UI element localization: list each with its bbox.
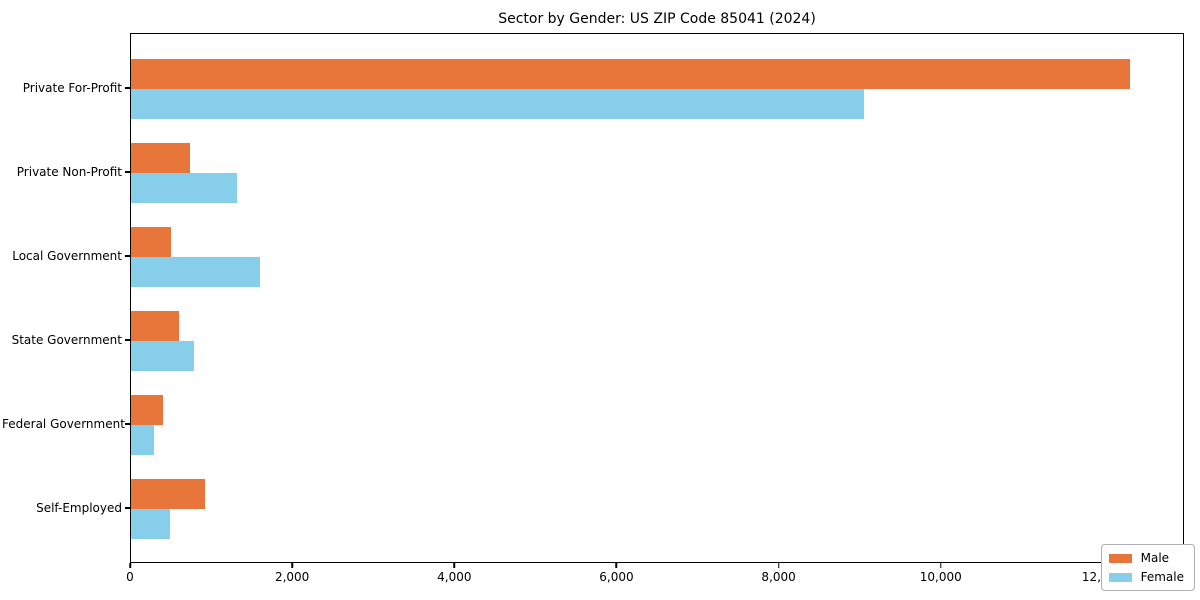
y-tick-mark — [125, 339, 130, 341]
x-tick-label: 6,000 — [599, 570, 634, 584]
legend-swatch-female — [1108, 572, 1132, 582]
bar-male-3 — [131, 311, 179, 341]
legend-item-male: Male — [1108, 551, 1184, 565]
x-tick-mark — [291, 563, 293, 568]
x-tick-label: 4,000 — [437, 570, 472, 584]
bar-male-0 — [131, 59, 1131, 89]
legend: Male Female — [1100, 544, 1195, 591]
bar-male-4 — [131, 395, 163, 425]
y-tick-label: Federal Government — [2, 417, 125, 431]
x-tick-mark — [453, 563, 456, 568]
y-tick-label: Private Non-Profit — [16, 165, 122, 179]
legend-label-male: Male — [1140, 551, 1170, 565]
bar-male-5 — [131, 479, 205, 509]
x-tick-mark — [129, 563, 131, 568]
y-tick-label: Local Government — [12, 249, 122, 263]
bar-male-1 — [131, 143, 191, 173]
y-tick-label: State Government — [11, 333, 122, 347]
y-tick-label: Self-Employed — [36, 501, 122, 515]
plot-area — [130, 33, 1184, 563]
bar-female-0 — [131, 89, 865, 119]
bar-female-4 — [131, 425, 155, 455]
y-tick-mark — [125, 171, 130, 173]
x-tick-label: 10,000 — [919, 570, 962, 584]
bar-female-1 — [131, 173, 237, 203]
x-tick-label: 0 — [126, 570, 134, 584]
y-tick-mark — [125, 87, 130, 89]
x-tick-mark — [615, 563, 618, 568]
bar-male-2 — [131, 227, 171, 257]
x-tick-label: 8,000 — [761, 570, 796, 584]
y-tick-mark — [125, 507, 130, 509]
legend-swatch-male — [1108, 553, 1132, 563]
x-tick-mark — [940, 563, 942, 568]
legend-item-female: Female — [1108, 570, 1184, 584]
chart-title: Sector by Gender: US ZIP Code 85041 (202… — [498, 11, 816, 27]
bar-female-3 — [131, 341, 194, 371]
x-tick-label: 2,000 — [274, 570, 310, 584]
legend-label-female: Female — [1140, 570, 1184, 584]
x-tick-mark — [777, 563, 780, 568]
bar-female-2 — [131, 257, 261, 287]
bar-female-5 — [131, 509, 170, 539]
y-tick-mark — [125, 255, 130, 257]
y-tick-label: Private For-Profit — [22, 81, 122, 95]
y-tick-mark — [125, 423, 130, 425]
